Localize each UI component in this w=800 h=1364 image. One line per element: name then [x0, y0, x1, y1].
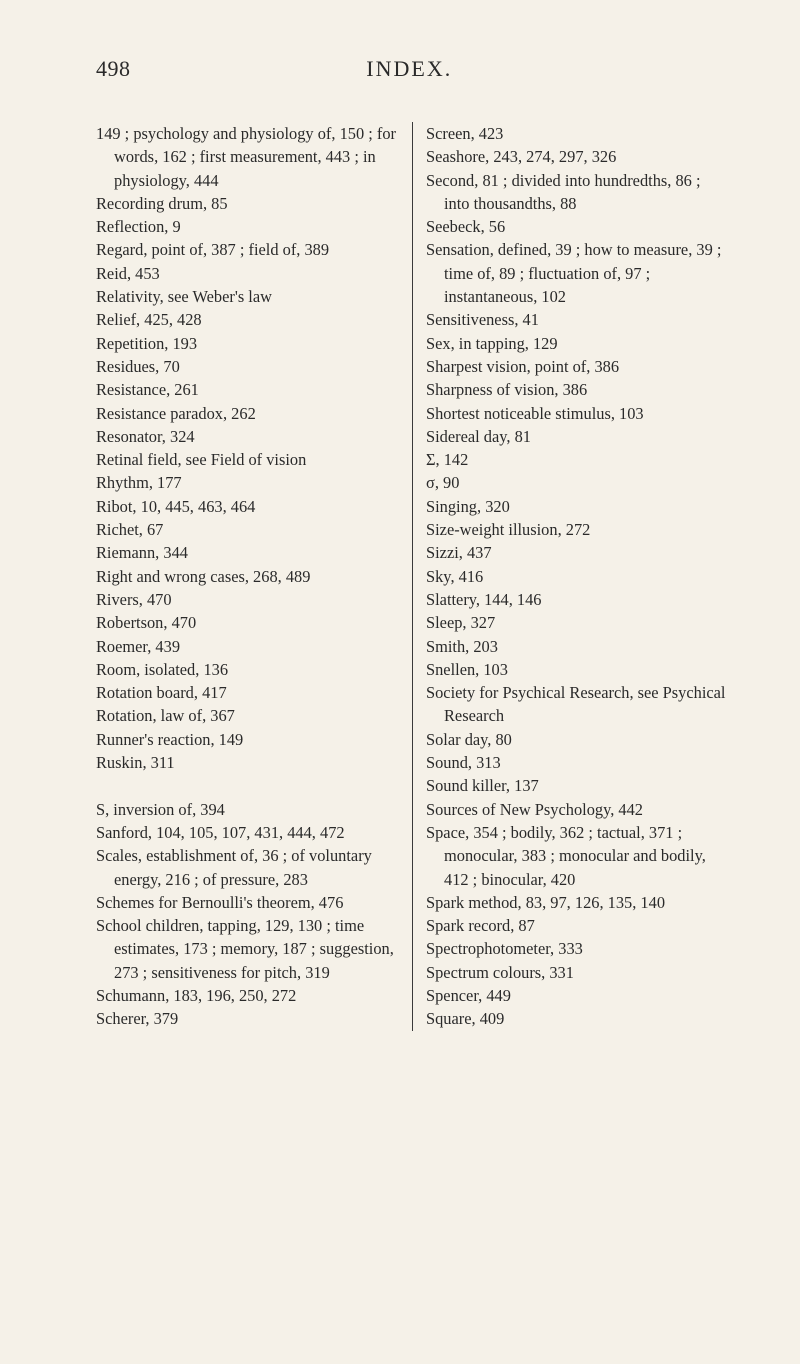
document-page: 498 INDEX. 149 ; psychology and physiolo… [0, 0, 800, 1364]
index-entry: Sleep, 327 [426, 611, 728, 634]
index-entry: Riemann, 344 [96, 541, 398, 564]
index-entry: Retinal field, see Field of vision [96, 448, 398, 471]
index-entry: Resistance, 261 [96, 378, 398, 401]
index-entry: Sound killer, 137 [426, 774, 728, 797]
index-entry: Sky, 416 [426, 565, 728, 588]
page-header: 498 INDEX. [96, 56, 728, 82]
index-entry: Relief, 425, 428 [96, 308, 398, 331]
index-entry: Scales, establishment of, 36 ; of volunt… [96, 844, 398, 891]
index-entry: Roemer, 439 [96, 635, 398, 658]
index-entry: Reid, 453 [96, 262, 398, 285]
index-entry: School children, tapping, 129, 130 ; tim… [96, 914, 398, 984]
index-entry: Smith, 203 [426, 635, 728, 658]
index-entry: Scherer, 379 [96, 1007, 398, 1030]
index-entry: Ruskin, 311 [96, 751, 398, 774]
index-entry: Screen, 423 [426, 122, 728, 145]
index-entry: Relativity, see Weber's law [96, 285, 398, 308]
index-entry: Seashore, 243, 274, 297, 326 [426, 145, 728, 168]
index-entry: Sensation, defined, 39 ; how to measure,… [426, 238, 728, 308]
index-entry: Resonator, 324 [96, 425, 398, 448]
index-entry: Shortest noticeable stimulus, 103 [426, 402, 728, 425]
index-entry: Repetition, 193 [96, 332, 398, 355]
index-entry: Solar day, 80 [426, 728, 728, 751]
index-entry: Singing, 320 [426, 495, 728, 518]
index-entry: Size-weight illusion, 272 [426, 518, 728, 541]
index-entry [96, 774, 398, 797]
index-entry: Rotation board, 417 [96, 681, 398, 704]
index-entry: Slattery, 144, 146 [426, 588, 728, 611]
index-entry: S, inversion of, 394 [96, 798, 398, 821]
index-entry: Right and wrong cases, 268, 489 [96, 565, 398, 588]
index-entry: Sensitiveness, 41 [426, 308, 728, 331]
index-entry: Seebeck, 56 [426, 215, 728, 238]
index-entry: Second, 81 ; divided into hundredths, 86… [426, 169, 728, 216]
index-columns: 149 ; psychology and physiology of, 150 … [96, 122, 728, 1031]
index-entry: Sanford, 104, 105, 107, 431, 444, 472 [96, 821, 398, 844]
index-entry: Σ, 142 [426, 448, 728, 471]
index-entry: Richet, 67 [96, 518, 398, 541]
index-entry: Reflection, 9 [96, 215, 398, 238]
index-entry: Regard, point of, 387 ; field of, 389 [96, 238, 398, 261]
index-entry: Sound, 313 [426, 751, 728, 774]
index-entry: Space, 354 ; bodily, 362 ; tactual, 371 … [426, 821, 728, 891]
index-entry: Sources of New Psychology, 442 [426, 798, 728, 821]
index-entry: Sex, in tapping, 129 [426, 332, 728, 355]
index-entry: Robertson, 470 [96, 611, 398, 634]
index-entry: Room, isolated, 136 [96, 658, 398, 681]
section-title: INDEX. [91, 56, 729, 82]
index-entry: Sidereal day, 81 [426, 425, 728, 448]
index-entry: Sharpest vision, point of, 386 [426, 355, 728, 378]
index-entry: Recording drum, 85 [96, 192, 398, 215]
index-entry: Rivers, 470 [96, 588, 398, 611]
index-entry: Society for Psychical Research, see Psyc… [426, 681, 728, 728]
index-entry: Spark record, 87 [426, 914, 728, 937]
index-entry: Spencer, 449 [426, 984, 728, 1007]
index-entry: Residues, 70 [96, 355, 398, 378]
index-entry: Runner's reaction, 149 [96, 728, 398, 751]
index-entry: Ribot, 10, 445, 463, 464 [96, 495, 398, 518]
index-entry: 149 ; psychology and physiology of, 150 … [96, 122, 398, 192]
index-entry: Square, 409 [426, 1007, 728, 1030]
index-entry: Sizzi, 437 [426, 541, 728, 564]
index-entry: Spark method, 83, 97, 126, 135, 140 [426, 891, 728, 914]
index-entry: Resistance paradox, 262 [96, 402, 398, 425]
index-entry: Snellen, 103 [426, 658, 728, 681]
index-entry: σ, 90 [426, 471, 728, 494]
index-entry: Schemes for Bernoulli's theorem, 476 [96, 891, 398, 914]
index-entry: Schumann, 183, 196, 250, 272 [96, 984, 398, 1007]
index-entry: Spectrum colours, 331 [426, 961, 728, 984]
index-entry: Rotation, law of, 367 [96, 704, 398, 727]
index-entry: Sharpness of vision, 386 [426, 378, 728, 401]
index-entry: Spectrophotometer, 333 [426, 937, 728, 960]
index-entry: Rhythm, 177 [96, 471, 398, 494]
